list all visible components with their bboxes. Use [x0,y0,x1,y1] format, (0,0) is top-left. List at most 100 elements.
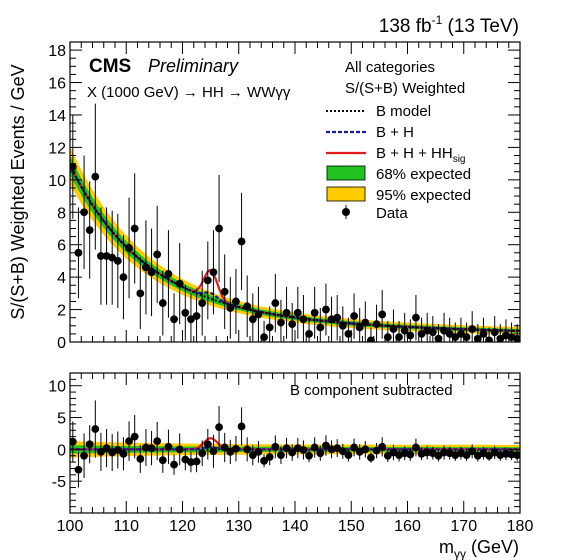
ratio-data-point [265,453,274,461]
data-point [361,318,370,327]
data-points [70,103,520,342]
legend-title-2: S/(S+B) Weighted [345,80,465,97]
process-label: X (1000 GeV) → HH → WWγγ [87,84,291,101]
data-point [113,257,122,265]
legend-entry-95: 95% expected [376,187,471,204]
data-point [479,329,488,338]
data-point [237,237,246,246]
data-point [282,308,291,317]
data-point [153,250,162,259]
ratio-data-point [91,425,100,433]
ratio-data-point [423,448,432,457]
data-point [158,299,167,307]
data-point [428,328,437,337]
data-point [367,336,375,342]
ratio-data-point [125,437,133,445]
ratio-data-point [412,443,420,452]
x-tick-label: 100 [57,518,84,535]
ratio-data-point [271,442,280,451]
data-point [389,325,398,333]
legend-entry-b-model: B model [376,103,431,120]
ratio-data-point [299,446,308,454]
data-point [203,276,212,285]
data-point [243,302,252,311]
x-tick-label: 160 [394,518,421,535]
main-y-tick-label: 18 [48,43,66,60]
x-axis-title: mγγ (GeV) [439,537,519,560]
data-point [209,268,218,277]
ratio-data-point [209,447,218,456]
data-point [226,304,235,312]
ratio-data-point [215,423,223,431]
ratio-data-point [254,448,263,456]
ratio-data-point [97,448,105,456]
ratio-data-point [147,444,156,452]
legend-entry-b-plus-h: B + H [376,124,414,141]
ratio-x-axis: 100 110 120 130 140 150 160 170 180 [57,373,534,535]
data-point [485,336,493,342]
ratio-data-point [85,440,94,449]
band-68-expected [70,155,520,333]
data-point [372,320,381,329]
data-point [322,305,330,314]
x-tick-label: 130 [225,518,252,535]
ratio-data-point [305,451,313,460]
data-point [80,208,88,217]
ratio-data-point [338,447,347,456]
data-point [74,248,83,257]
x-tick-label: 170 [450,518,477,535]
main-y-tick-label: 16 [48,76,66,93]
ratio-data-point [288,448,297,457]
data-point [383,333,392,342]
data-point [260,333,268,342]
ratio-y-tick-label: -5 [52,474,66,491]
ratio-annotation: B component subtracted [290,382,453,399]
data-point [70,162,77,171]
ratio-data-point [322,441,330,450]
data-point [265,323,274,332]
ratio-data-point [378,442,387,451]
ratio-data-point [170,460,178,469]
data-point [271,299,280,307]
main-y-tick-label: 2 [57,303,66,320]
main-y-axis: 0 2 4 6 8 10 12 14 16 18 [48,43,520,352]
data-point [215,224,223,233]
ratio-data-point [462,451,471,459]
data-point [406,331,415,340]
main-y-tick-label: 8 [57,205,66,222]
data-point [344,329,353,338]
ratio-data-point [277,451,285,459]
data-point [192,312,201,320]
ratio-data-point [136,455,145,463]
legend-entry-68: 68% expected [376,166,471,183]
ratio-data-point [468,447,477,456]
data-point [164,269,173,278]
x-tick-label: 180 [507,518,534,535]
ratio-data-point [192,457,201,466]
main-x-ticks [69,42,521,342]
legend-entry-data: Data [376,205,408,222]
data-point [97,252,105,260]
legend-swatch-68 [326,165,366,181]
data-point [338,321,347,330]
ratio-data-point [502,449,510,458]
legend-entry-b-plus-h-plus-hh: B + H + HHsig [376,145,466,165]
data-point [136,289,145,298]
data-point [355,323,364,332]
main-y-tick-label: 4 [57,270,66,287]
ratio-data-point [70,437,77,446]
data-point [85,226,94,235]
data-point [468,325,477,333]
data-point [254,310,263,319]
ratio-data-point [361,445,370,454]
legend-swatch-data [342,208,350,216]
ratio-data-point [237,422,246,431]
x-tick-label: 110 [113,518,139,535]
ratio-data-point [198,449,207,458]
main-y-tick-label: 14 [48,108,66,125]
data-point [305,329,313,338]
data-point [142,263,150,272]
main-y-tick-label: 0 [57,335,66,352]
data-point [473,334,482,342]
